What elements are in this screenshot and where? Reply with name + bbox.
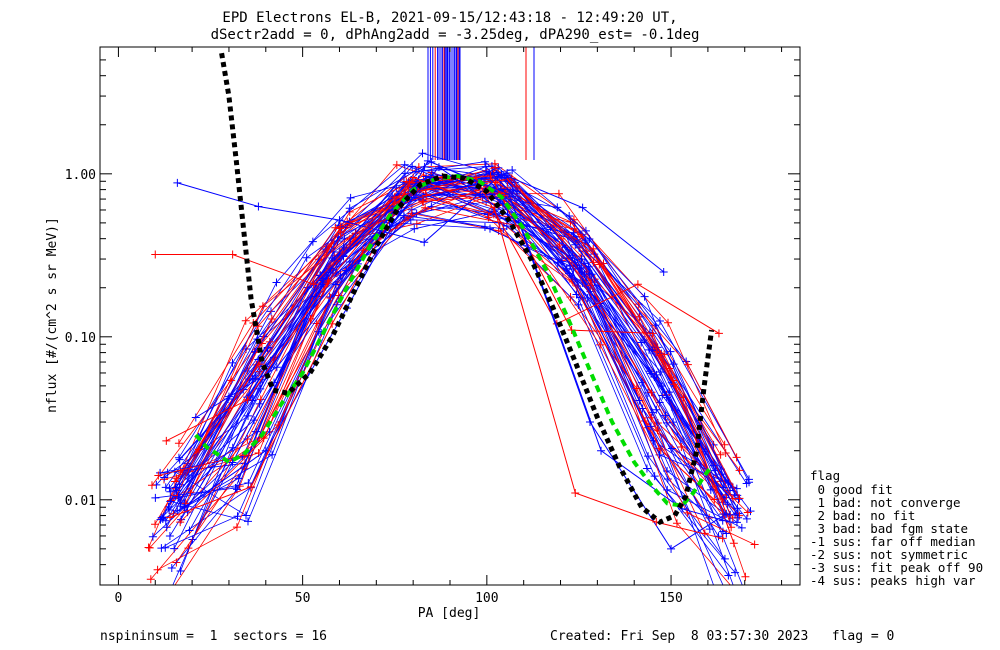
trace-line — [161, 196, 726, 560]
trace-line — [173, 188, 749, 514]
series-line — [169, 176, 723, 539]
trace-line — [174, 185, 729, 576]
footer-right: Created: Fri Sep 8 03:57:30 2023 flag = … — [550, 629, 894, 644]
legend-title: flag — [810, 468, 840, 483]
series-line — [195, 166, 731, 523]
legend-entry: -4 sus: peaks high var — [810, 573, 976, 588]
trace-point — [176, 518, 185, 527]
trace-line — [180, 179, 736, 572]
trace-line — [176, 172, 731, 585]
flag-legend: flag 0 good fit 1 bad: not converge 2 ba… — [810, 468, 983, 588]
series-line — [177, 173, 665, 273]
x-tick-label: 150 — [659, 591, 682, 606]
trace-line — [188, 186, 740, 549]
trace-line — [179, 207, 755, 545]
series-point — [173, 178, 182, 187]
saturated-trace-fan — [427, 47, 535, 160]
series-point — [659, 267, 668, 276]
legend-entry: 2 bad: no fit — [810, 508, 915, 523]
fit-curve-green — [194, 173, 714, 508]
trace-point — [742, 514, 751, 523]
trace-line — [198, 176, 750, 483]
trace-line — [189, 195, 735, 544]
trace-point — [161, 516, 170, 525]
trace-line — [170, 215, 736, 573]
trace-point — [718, 494, 727, 503]
legend-entry: -3 sus: fit peak off 90 — [810, 560, 983, 575]
trace-point — [167, 563, 176, 572]
series-point — [714, 329, 723, 338]
trace-line — [185, 177, 740, 504]
background-trace-bundle — [144, 149, 759, 585]
footer-left: nspininsum = 1 sectors = 16 — [100, 629, 327, 644]
trace-line — [177, 184, 742, 529]
trace-line — [161, 181, 712, 518]
series-point — [718, 534, 727, 543]
legend-entry: 0 good fit — [810, 482, 893, 497]
trace-point — [166, 497, 175, 506]
trace-point — [716, 450, 725, 459]
trace-point — [735, 494, 744, 503]
x-tick-label: 50 — [295, 591, 311, 606]
legend-entry: -2 sus: not symmetric — [810, 547, 968, 562]
trace-point — [737, 523, 746, 532]
trace-point — [162, 523, 171, 532]
legend-entry: -1 sus: far off median — [810, 534, 976, 549]
trace-point — [147, 481, 156, 490]
trace-point — [173, 506, 182, 515]
trace-line — [160, 213, 729, 484]
chart-title-line1: EPD Electrons EL-B, 2021-09-15/12:43:18 … — [222, 10, 677, 26]
trace-line — [148, 164, 725, 548]
trace-line — [164, 190, 724, 532]
y-tick-label: 0.10 — [65, 331, 96, 346]
trace-line — [198, 185, 737, 458]
fit-curve-black — [219, 52, 715, 526]
trace-line — [173, 210, 724, 503]
trace-point — [170, 544, 179, 553]
legend-entry: 1 bad: not converge — [810, 495, 961, 510]
y-tick-label: 1.00 — [65, 168, 96, 183]
y-tick-label: 0.01 — [65, 494, 96, 509]
trace-point — [151, 520, 160, 529]
legend-entry: 3 bad: bad fgm state — [810, 521, 968, 536]
trace-line — [183, 169, 736, 503]
trace-point — [148, 532, 157, 541]
trace-line — [189, 176, 738, 531]
trace-point — [735, 466, 744, 475]
trace-line — [157, 186, 706, 571]
trace-line — [187, 172, 750, 480]
trace-point — [742, 479, 751, 488]
trace-point — [721, 449, 730, 458]
trace-point — [161, 543, 170, 552]
trace-point — [174, 439, 183, 448]
x-tick-label: 100 — [475, 591, 498, 606]
trace-line — [158, 186, 723, 500]
trace-point — [185, 526, 194, 535]
trace-point — [750, 540, 759, 549]
axes: 0 50 100 150 0.01 0.10 1.00 — [65, 46, 800, 606]
trace-line — [169, 174, 734, 585]
x-tick-label: 0 — [115, 591, 123, 606]
trace-line — [179, 219, 726, 481]
trace-point — [160, 473, 169, 482]
y-axis-label: nflux [#/(cm^2 s sr MeV)] — [45, 217, 60, 413]
series-line — [166, 175, 731, 523]
trace-point — [731, 510, 740, 519]
trace-point — [710, 495, 719, 504]
data-series-layer — [151, 156, 734, 553]
trace-point — [165, 532, 174, 541]
fit-curves-layer — [194, 52, 715, 526]
x-axis-label: PA [deg] — [418, 606, 481, 621]
trace-point — [743, 508, 752, 517]
trace-point — [176, 567, 185, 576]
chart-title-line2: dSectr2add = 0, dPhAng2add = -3.25deg, d… — [211, 27, 700, 43]
